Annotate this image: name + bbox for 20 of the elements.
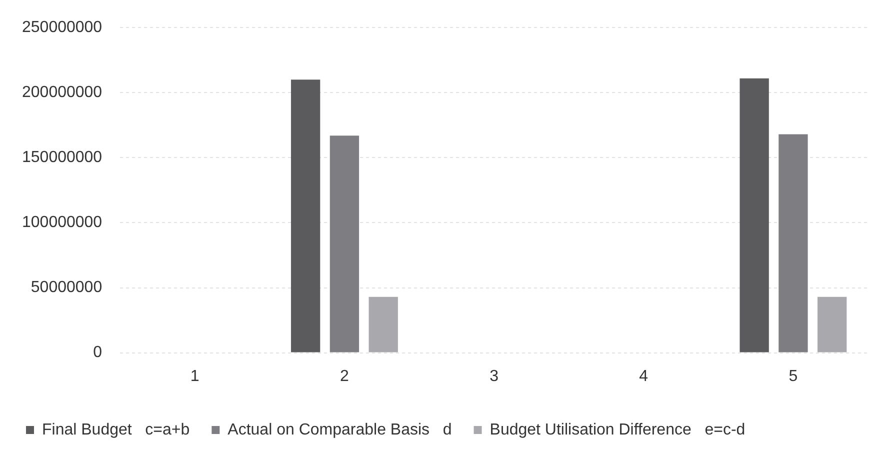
bar	[778, 134, 808, 352]
bar	[330, 136, 360, 352]
x-tick-label: 3	[490, 368, 499, 385]
y-tick-label: 200000000	[22, 84, 102, 102]
bar	[290, 80, 320, 352]
y-tick-label: 0	[93, 344, 102, 362]
y-tick-label: 50000000	[30, 279, 102, 296]
y-tick-label: 250000000	[22, 19, 102, 36]
bar	[368, 296, 398, 352]
bar	[740, 78, 769, 352]
legend-label: Budget Utilisation Difference e=c-d	[490, 421, 746, 438]
legend-label: Actual on Comparable Basis d	[228, 421, 452, 438]
x-tick-label: 2	[340, 368, 350, 385]
y-tick-label: 150000000	[22, 149, 102, 166]
bar	[818, 296, 847, 352]
x-tick-label: 5	[788, 368, 798, 385]
legend-label: Final Budget c=a+b	[42, 421, 190, 438]
x-tick-label: 4	[639, 368, 648, 385]
y-tick-label: 100000000	[22, 214, 102, 232]
x-tick-label: 1	[190, 368, 200, 385]
